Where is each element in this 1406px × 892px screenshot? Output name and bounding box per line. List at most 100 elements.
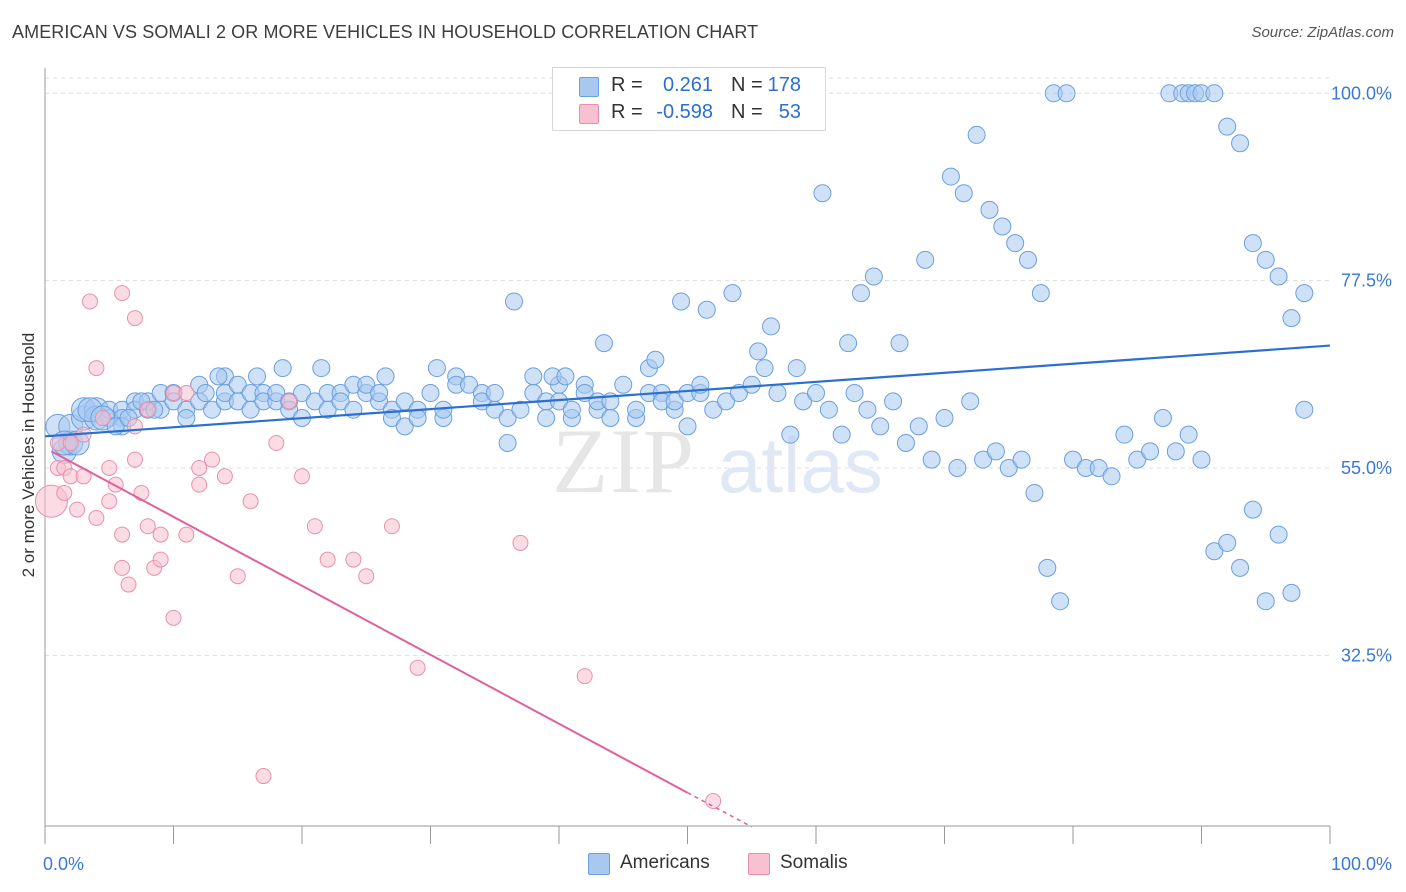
americans-trendline — [44, 344, 1331, 438]
american-point — [723, 284, 742, 303]
american-point — [209, 367, 228, 386]
american-point — [1192, 450, 1211, 469]
american-point — [858, 400, 877, 419]
x-tick-label-0: 0.0% — [43, 854, 84, 874]
american-point — [562, 400, 581, 419]
americans-swatch — [579, 77, 599, 97]
somali-point — [120, 576, 137, 593]
american-point — [781, 425, 800, 444]
american-point — [1089, 458, 1108, 477]
somali-point — [101, 493, 118, 510]
american-point — [1012, 450, 1031, 469]
american-point — [980, 200, 999, 219]
somalis-trendline — [50, 450, 688, 794]
somali-point — [383, 518, 400, 535]
american-point — [196, 384, 215, 403]
american-point — [498, 409, 517, 428]
american-point — [1179, 425, 1198, 444]
y-tick-label-1: 77.5% — [1341, 271, 1392, 291]
r-value-americans: 0.261 — [662, 74, 713, 96]
american-point — [1051, 592, 1070, 611]
american-point — [1141, 442, 1160, 461]
american-point — [851, 284, 870, 303]
americans-legend-label: Americans — [620, 852, 710, 873]
somali-point — [191, 459, 208, 476]
american-point — [916, 250, 935, 269]
american-point — [267, 384, 286, 403]
somali-point — [345, 551, 362, 568]
american-point — [537, 409, 556, 428]
watermark-atlas: atlas — [718, 421, 883, 509]
somali-point — [114, 526, 131, 543]
american-point — [935, 409, 954, 428]
american-point — [672, 292, 691, 311]
american-point — [273, 359, 292, 378]
american-point — [331, 392, 350, 411]
american-point — [318, 400, 337, 419]
american-point — [1205, 542, 1224, 561]
american-point — [697, 300, 716, 319]
american-point — [941, 167, 960, 186]
american-point — [954, 184, 973, 203]
y-tick-label-0: 100.0% — [1331, 83, 1392, 103]
american-point — [749, 342, 768, 361]
american-point — [993, 217, 1012, 236]
r-label: R = — [611, 74, 643, 96]
american-point — [1243, 234, 1262, 253]
legend-row-americans: R = 0.261 N = 178 — [553, 74, 825, 100]
somali-point — [268, 435, 285, 451]
american-point — [376, 367, 395, 386]
american-point — [678, 417, 697, 436]
source-label: Source: ZipAtlas.com — [1251, 24, 1394, 41]
somali-point — [62, 435, 79, 451]
american-point — [922, 450, 941, 469]
y-tick-label-3: 32.5% — [1341, 645, 1392, 665]
n-label: N = — [731, 74, 763, 96]
american-point — [1166, 442, 1185, 461]
american-point — [864, 267, 883, 286]
american-point — [1256, 250, 1275, 269]
american-point — [601, 409, 620, 428]
somali-point — [255, 768, 272, 785]
american-point — [395, 417, 414, 436]
x-tick-label-1: 100.0% — [1331, 854, 1392, 874]
american-point — [762, 317, 781, 336]
american-point — [1064, 450, 1082, 469]
axes — [44, 68, 1331, 844]
american-point — [511, 400, 530, 419]
american-point — [241, 400, 260, 419]
somali-point — [152, 526, 169, 543]
n-label: N = — [731, 101, 763, 123]
somali-point — [139, 518, 156, 535]
american-point — [1269, 525, 1288, 544]
series-somalis — [34, 285, 722, 810]
american-point — [556, 367, 575, 386]
somali-point — [294, 468, 310, 485]
american-point — [1256, 592, 1275, 611]
american-point — [1128, 450, 1147, 469]
y-tick-label-2: 55.0% — [1341, 458, 1392, 478]
american-point — [896, 434, 915, 452]
american-point — [1282, 583, 1301, 602]
american-point — [729, 384, 748, 403]
somalis-swatch — [579, 104, 599, 124]
somali-point — [56, 484, 73, 501]
american-point — [293, 384, 311, 403]
somali-point — [281, 393, 298, 410]
american-point — [1282, 309, 1301, 328]
r-label: R = — [611, 101, 643, 123]
chart-title: AMERICAN VS SOMALI 2 OR MORE VEHICLES IN… — [12, 22, 759, 42]
american-point — [845, 384, 864, 403]
american-point — [794, 392, 813, 411]
american-point — [408, 409, 427, 428]
american-point — [203, 400, 222, 419]
somali-point — [126, 310, 143, 327]
y-axis-label: 2 or more Vehicles in Household — [19, 333, 38, 578]
american-point — [1038, 558, 1057, 577]
american-point — [1231, 558, 1250, 577]
n-value-somalis: 53 — [778, 101, 801, 123]
american-point — [768, 384, 787, 403]
american-point — [884, 392, 903, 411]
somali-point — [229, 568, 246, 585]
